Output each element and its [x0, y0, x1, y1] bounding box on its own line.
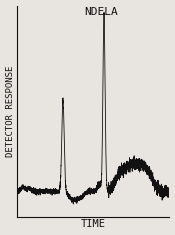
Y-axis label: DETECTOR RESPONSE: DETECTOR RESPONSE — [6, 65, 15, 157]
Text: NDELA: NDELA — [84, 7, 118, 17]
X-axis label: TIME: TIME — [81, 219, 106, 229]
